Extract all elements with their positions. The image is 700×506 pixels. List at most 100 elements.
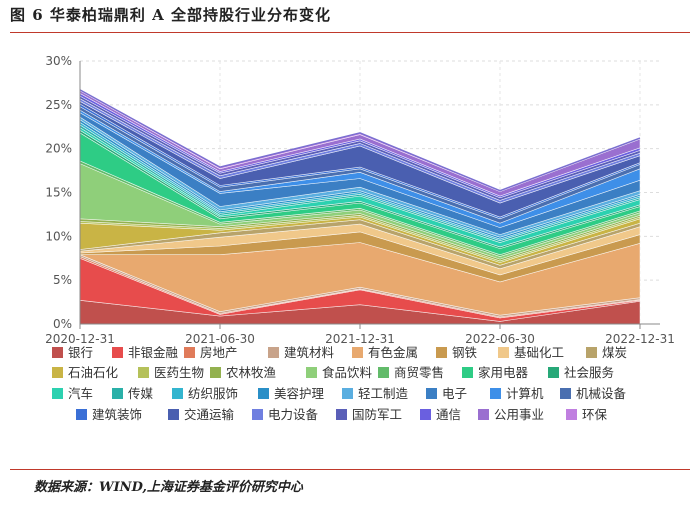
legend-swatch bbox=[478, 409, 489, 420]
legend-swatch bbox=[52, 388, 63, 399]
legend-swatch bbox=[566, 409, 577, 420]
legend-item: 传媒 bbox=[112, 386, 154, 401]
legend-item: 房地产 bbox=[184, 345, 238, 360]
legend-swatch bbox=[138, 367, 149, 378]
y-tick-label: 25% bbox=[45, 98, 72, 112]
legend-swatch bbox=[352, 347, 363, 358]
legend-item: 医药生物 bbox=[138, 365, 204, 380]
y-tick-label: 15% bbox=[45, 186, 72, 200]
x-tick-label: 2021-06-30 bbox=[185, 332, 255, 346]
x-tick-label: 2021-12-31 bbox=[325, 332, 395, 346]
legend-item: 电力设备 bbox=[252, 407, 319, 422]
legend-swatch bbox=[498, 347, 509, 358]
legend-item: 家用电器 bbox=[462, 365, 529, 380]
legend-item: 基础化工 bbox=[498, 345, 564, 360]
y-tick-label: 5% bbox=[53, 273, 72, 287]
legend-item: 有色金属 bbox=[352, 345, 418, 360]
legend-swatch bbox=[342, 388, 353, 399]
x-tick-label: 2022-06-30 bbox=[465, 332, 535, 346]
y-tick-label: 0% bbox=[53, 317, 72, 331]
legend-label: 有色金属 bbox=[368, 345, 418, 360]
legend-item: 公用事业 bbox=[478, 407, 544, 422]
y-tick-label: 20% bbox=[45, 142, 72, 156]
legend-label: 轻工制造 bbox=[358, 386, 409, 401]
legend-item: 商贸零售 bbox=[378, 365, 444, 380]
legend-label: 煤炭 bbox=[602, 345, 627, 360]
legend-item: 国防军工 bbox=[336, 407, 402, 422]
legend-swatch bbox=[420, 409, 431, 420]
legend-label: 社会服务 bbox=[564, 365, 614, 380]
legend-swatch bbox=[268, 347, 279, 358]
legend-label: 电子 bbox=[442, 386, 467, 401]
legend-label: 农林牧渔 bbox=[226, 365, 276, 380]
legend-swatch bbox=[52, 367, 63, 378]
legend-swatch bbox=[306, 367, 317, 378]
x-tick-label: 2020-12-31 bbox=[45, 332, 115, 346]
legend-swatch bbox=[52, 347, 63, 358]
legend-item: 电子 bbox=[426, 386, 467, 401]
legend-label: 食品饮料 bbox=[322, 365, 373, 380]
legend-label: 环保 bbox=[582, 407, 608, 422]
legend-swatch bbox=[336, 409, 347, 420]
legend-item: 机械设备 bbox=[560, 386, 627, 401]
legend-swatch bbox=[490, 388, 501, 399]
axes: 0% 5% 10% 15% 20% 25% 30% 2020-12-31 2021-06-30 2… bbox=[45, 54, 675, 346]
legend-item: 钢铁 bbox=[436, 345, 478, 360]
legend-item: 食品饮料 bbox=[306, 365, 373, 380]
legend-label: 电力设备 bbox=[268, 407, 319, 422]
legend-swatch bbox=[252, 409, 263, 420]
legend-swatch bbox=[172, 388, 183, 399]
x-tick-label: 2022-12-31 bbox=[605, 332, 675, 346]
legend-label: 传媒 bbox=[128, 386, 154, 401]
legend-label: 医药生物 bbox=[154, 365, 204, 380]
legend-swatch bbox=[112, 347, 123, 358]
legend-item: 纺织服饰 bbox=[172, 386, 238, 401]
legend-item: 社会服务 bbox=[548, 365, 614, 380]
legend-label: 公用事业 bbox=[494, 407, 544, 422]
legend-item: 石油石化 bbox=[52, 365, 119, 380]
legend-swatch bbox=[462, 367, 473, 378]
legend-label: 家用电器 bbox=[478, 365, 529, 380]
legend-label: 建筑装饰 bbox=[92, 407, 142, 422]
legend-swatch bbox=[548, 367, 559, 378]
legend-label: 房地产 bbox=[200, 345, 238, 360]
legend-item: 煤炭 bbox=[586, 345, 627, 360]
figure-title: 图 6 华泰柏瑞鼎利 A 全部持股行业分布变化 bbox=[10, 6, 331, 24]
area-layers bbox=[79, 89, 641, 325]
legend-label: 国防军工 bbox=[352, 407, 402, 422]
legend-item: 轻工制造 bbox=[342, 386, 409, 401]
footer-divider bbox=[10, 469, 690, 470]
y-tick-label: 30% bbox=[45, 54, 72, 68]
area-top-outline bbox=[79, 89, 641, 192]
legend-item: 建筑装饰 bbox=[76, 407, 142, 422]
legend-item: 农林牧渔 bbox=[210, 365, 276, 380]
legend-item: 美容护理 bbox=[258, 386, 325, 401]
legend-label: 美容护理 bbox=[274, 386, 325, 401]
legend-label: 钢铁 bbox=[452, 345, 478, 360]
legend-label: 商贸零售 bbox=[394, 365, 444, 380]
legend-label: 计算机 bbox=[506, 386, 544, 401]
legend-label: 机械设备 bbox=[576, 386, 627, 401]
legend-swatch bbox=[378, 367, 389, 378]
legend-swatch bbox=[436, 347, 447, 358]
legend-label: 银行 bbox=[68, 345, 93, 360]
legend-swatch bbox=[426, 388, 437, 399]
legend-swatch bbox=[210, 367, 221, 378]
legend-swatch bbox=[112, 388, 123, 399]
legend-item: 计算机 bbox=[490, 386, 544, 401]
legend-label: 纺织服饰 bbox=[188, 386, 238, 401]
legend-item: 银行 bbox=[52, 345, 93, 360]
legend-item: 交通运输 bbox=[168, 407, 235, 422]
legend-label: 汽车 bbox=[68, 386, 93, 401]
legend-label: 非银金融 bbox=[128, 345, 179, 360]
legend-label: 基础化工 bbox=[514, 345, 564, 360]
legend-swatch bbox=[184, 347, 195, 358]
legend-item: 通信 bbox=[420, 407, 461, 422]
y-tick-label: 10% bbox=[45, 229, 72, 243]
legend-label: 通信 bbox=[436, 407, 461, 422]
data-source: 数据来源：WIND,上海证券基金评价研究中心 bbox=[34, 480, 303, 495]
stacked-area-chart: 0% 5% 10% 15% 20% 25% 30% 2020-12-31 2021-06-30 2… bbox=[45, 54, 675, 422]
legend-item: 环保 bbox=[566, 407, 608, 422]
legend-item: 汽车 bbox=[52, 386, 93, 401]
